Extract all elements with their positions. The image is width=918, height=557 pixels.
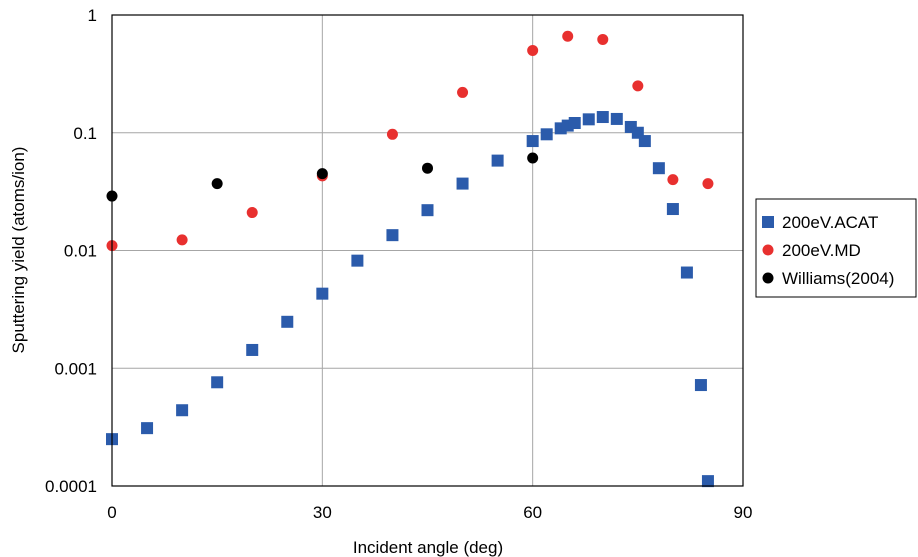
x-tick-label: 60 <box>523 503 542 522</box>
y-tick-label: 1 <box>88 6 97 25</box>
data-point <box>610 112 623 125</box>
data-point <box>457 86 469 98</box>
legend-marker <box>762 272 774 284</box>
x-tick-label: 0 <box>107 503 116 522</box>
series-2 <box>106 152 539 202</box>
data-point <box>680 266 693 279</box>
data-point <box>421 204 434 217</box>
plot-area-frame <box>111 14 744 487</box>
data-point <box>246 343 259 356</box>
data-point <box>667 174 679 186</box>
data-point <box>527 152 539 164</box>
legend-marker <box>762 244 774 256</box>
legend-label: 200eV.MD <box>782 241 861 260</box>
legend-label: Williams(2004) <box>782 269 894 288</box>
x-tick-label: 90 <box>734 503 753 522</box>
y-tick-label: 0.001 <box>54 359 97 378</box>
series-0 <box>106 111 714 488</box>
data-point <box>211 178 223 190</box>
data-point <box>351 254 364 267</box>
y-axis-title: Sputtering yield (atoms/ion) <box>9 147 28 354</box>
data-point <box>526 135 539 148</box>
data-marks <box>106 30 714 488</box>
legend-box <box>755 198 917 298</box>
data-point <box>568 117 581 130</box>
data-point <box>632 80 644 92</box>
legend: 200eV.ACAT 200eV.MD Williams(2004) <box>755 198 917 298</box>
data-point <box>176 404 189 417</box>
data-point <box>491 154 504 167</box>
x-axis-title: Incident angle (deg) <box>353 538 503 557</box>
data-point <box>386 128 398 140</box>
data-point <box>246 207 258 219</box>
data-point <box>176 234 188 246</box>
data-point <box>422 162 433 174</box>
data-point <box>316 287 329 300</box>
series-1 <box>106 30 714 252</box>
grid-lines <box>112 15 743 486</box>
data-point <box>666 203 679 216</box>
data-point <box>597 33 609 45</box>
data-point <box>456 177 469 190</box>
y-tick-label: 0.01 <box>64 242 97 261</box>
data-point <box>596 111 609 124</box>
data-point <box>562 30 574 42</box>
legend-label: 200eV.ACAT <box>782 213 878 232</box>
legend-marker <box>762 216 774 228</box>
y-tick-label: 0.1 <box>73 124 97 143</box>
data-point <box>211 376 224 389</box>
tick-labels: 0 30 60 90 0.0001 0.001 0.01 0.1 1 <box>45 6 752 522</box>
data-point <box>316 168 328 180</box>
data-point <box>386 229 399 242</box>
x-tick-label: 30 <box>313 503 332 522</box>
data-point <box>527 44 539 56</box>
data-point <box>652 162 665 175</box>
data-point <box>281 315 294 328</box>
data-point <box>540 128 553 141</box>
data-point <box>702 178 714 190</box>
data-point <box>701 475 714 488</box>
y-tick-label: 0.0001 <box>45 477 97 496</box>
data-point <box>694 379 707 392</box>
data-point <box>582 113 595 126</box>
data-point <box>638 135 651 148</box>
data-point <box>141 422 154 435</box>
